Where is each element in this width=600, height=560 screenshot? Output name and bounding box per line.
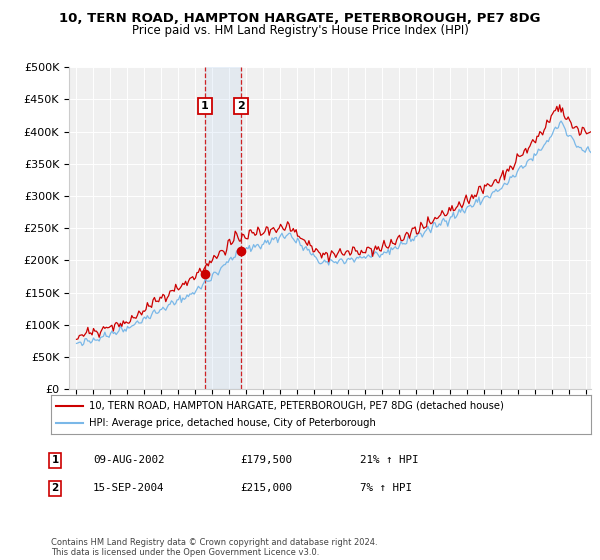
Text: £215,000: £215,000: [240, 483, 292, 493]
Bar: [205, 67, 241, 389]
Text: £179,500: £179,500: [240, 455, 292, 465]
Text: HPI: Average price, detached house, City of Peterborough: HPI: Average price, detached house, City…: [89, 418, 376, 428]
Text: 2: 2: [52, 483, 59, 493]
Text: 10, TERN ROAD, HAMPTON HARGATE, PETERBOROUGH, PE7 8DG: 10, TERN ROAD, HAMPTON HARGATE, PETERBOR…: [59, 12, 541, 25]
Text: 09-AUG-2002: 09-AUG-2002: [93, 455, 164, 465]
Text: 21% ↑ HPI: 21% ↑ HPI: [360, 455, 419, 465]
Text: 1: 1: [52, 455, 59, 465]
Text: 2: 2: [237, 101, 245, 111]
Text: 7% ↑ HPI: 7% ↑ HPI: [360, 483, 412, 493]
Text: Price paid vs. HM Land Registry's House Price Index (HPI): Price paid vs. HM Land Registry's House …: [131, 24, 469, 36]
Text: 10, TERN ROAD, HAMPTON HARGATE, PETERBOROUGH, PE7 8DG (detached house): 10, TERN ROAD, HAMPTON HARGATE, PETERBOR…: [89, 401, 503, 411]
Text: 1: 1: [201, 101, 209, 111]
Text: Contains HM Land Registry data © Crown copyright and database right 2024.
This d: Contains HM Land Registry data © Crown c…: [51, 538, 377, 557]
Text: 15-SEP-2004: 15-SEP-2004: [93, 483, 164, 493]
